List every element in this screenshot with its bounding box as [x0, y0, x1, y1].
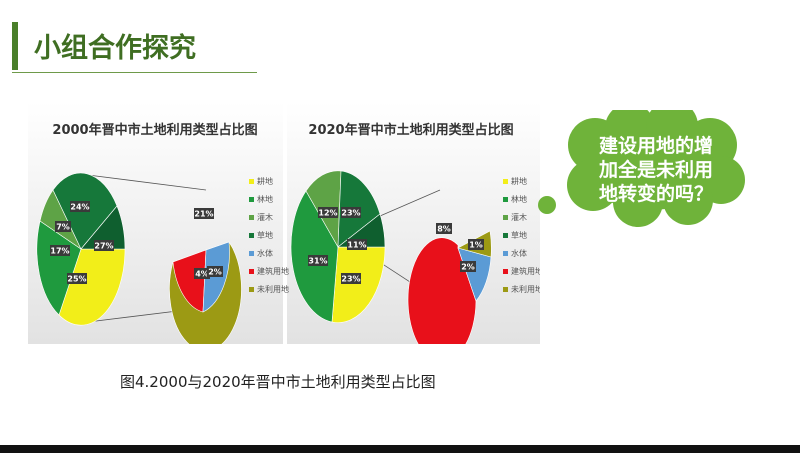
chart-title-2000: 2000年晋中市土地利用类型占比图: [52, 122, 257, 138]
label-jianzhu-2020: 8%: [437, 225, 451, 234]
figure-caption: 图4.2000与2020年晋中市土地利用类型占比图: [120, 373, 436, 391]
label-guanmu-2020: 12%: [318, 209, 337, 218]
legend-2020: 耕地 林地 灌木 草地 水体 建筑用地 未利用地: [503, 176, 540, 294]
slice-lindi-2000: [36, 220, 82, 316]
slice-gengdi-2000: [58, 248, 126, 326]
bubble-line-3: 地转变的吗？: [599, 182, 713, 205]
legend-label: 建筑用地: [257, 266, 289, 276]
slice-caodi-b-2000: [80, 205, 126, 250]
legend-label: 耕地: [257, 176, 273, 186]
secondary-pie-2020: [407, 230, 492, 344]
label-shuiti-2000: 2%: [208, 268, 222, 277]
main-pie-2020: [290, 170, 386, 323]
label-caodi-a-2020: 23%: [341, 209, 360, 218]
legend-label: 未利用地: [511, 284, 540, 294]
slice-gengdi-2020: [331, 246, 386, 323]
legend-label: 灌木: [257, 212, 273, 222]
legend-label: 林地: [257, 194, 273, 204]
bottom-bar: [0, 445, 800, 453]
chart-title-2020: 2020年晋中市土地利用类型占比图: [308, 122, 513, 138]
label-caodi-a-2000: 24%: [70, 203, 89, 212]
pie-charts-figure: 2000年晋中市土地利用类型占比图 2020年晋中市土地利用类型占比图 25% …: [28, 102, 540, 344]
legend-label: 水体: [257, 248, 273, 258]
label-caodi-b-2000: 27%: [94, 242, 113, 251]
legend-label: 建筑用地: [511, 266, 540, 276]
label-gengdi-2020: 23%: [341, 275, 360, 284]
label-caodi-b-2020: 11%: [347, 241, 366, 250]
label-guanmu-2000: 7%: [56, 223, 70, 232]
legend-label: 草地: [257, 230, 273, 240]
label-weiliyong-2020: 1%: [469, 241, 483, 250]
main-pie-2000: [36, 172, 126, 326]
label-weiliyong-2000: 21%: [194, 210, 213, 219]
label-lindi-2020: 31%: [308, 257, 327, 266]
legend-label: 未利用地: [257, 284, 289, 294]
page-title: 小组合作探究: [34, 33, 196, 64]
bubble-line-1: 建设用地的增: [599, 134, 713, 157]
label-shuiti-2020: 2%: [461, 263, 475, 272]
legend-label: 水体: [511, 248, 527, 258]
label-lindi-2000: 17%: [50, 247, 69, 256]
legend-label: 草地: [511, 230, 527, 240]
legend-label: 灌木: [511, 212, 527, 222]
connector-line: [87, 174, 207, 191]
label-jianzhu-2000: 4%: [195, 270, 209, 279]
slice-jianzhu-2020: [407, 237, 477, 344]
secondary-pie-2000: [169, 241, 242, 344]
slice-jianzhu-2000: [172, 249, 207, 313]
thought-bubble: 建设用地的增 加全是未利用 地转变的吗？: [538, 110, 745, 227]
legend-label: 林地: [511, 194, 527, 204]
legend-2000: 耕地 林地 灌木 草地 水体 建筑用地 未利用地: [249, 176, 289, 294]
label-gengdi-2000: 25%: [67, 275, 86, 284]
slice-caodi-b-2020: [337, 213, 386, 248]
bubble-line-2: 加全是未利用: [598, 158, 713, 181]
legend-label: 耕地: [511, 176, 527, 186]
title-underline: [12, 72, 257, 73]
title-accent-bar: [12, 22, 18, 70]
